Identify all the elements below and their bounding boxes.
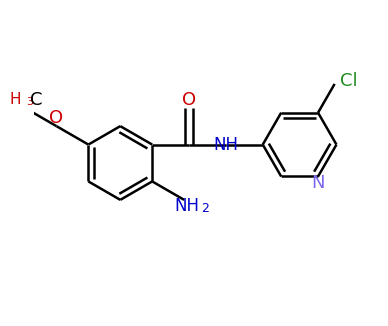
Text: Cl: Cl	[340, 72, 358, 90]
Text: 3: 3	[26, 96, 33, 107]
Text: O: O	[49, 109, 64, 127]
Text: 2: 2	[201, 202, 209, 215]
Text: O: O	[182, 91, 196, 109]
Text: NH: NH	[175, 197, 200, 215]
Text: NH: NH	[213, 136, 238, 154]
Text: C: C	[30, 91, 43, 109]
Text: N: N	[311, 174, 325, 192]
Text: H: H	[10, 92, 21, 107]
